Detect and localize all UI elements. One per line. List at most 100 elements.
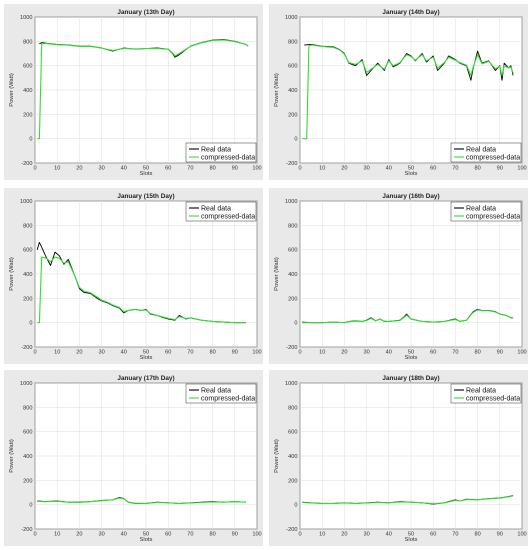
x-tick-label: 60: [430, 350, 436, 356]
x-tick-label: 0: [33, 166, 36, 172]
chart-title: January (16th Day): [382, 193, 439, 200]
legend-label: compressed-data: [201, 154, 255, 161]
y-axis-label: Power (Watt): [9, 73, 15, 107]
x-tick-label: 40: [386, 532, 392, 538]
y-tick-label: 1000: [20, 381, 32, 387]
x-tick-label: 0: [33, 532, 36, 538]
y-tick-label: 800: [23, 405, 32, 411]
x-tick-label: 100: [252, 350, 261, 356]
x-tick-label: 40: [386, 166, 392, 172]
legend-label: compressed-data: [201, 395, 255, 402]
legend-label: Real data: [466, 387, 496, 394]
chart-1: 0 10 20 30 40 50 60 70 80 90 100-20002004006008001…: [9, 9, 262, 177]
chart-4: 0 10 20 30 40 50 60 70 80 90 100-20002004006008001…: [274, 193, 527, 361]
x-tick-label: 0: [33, 350, 36, 356]
y-tick-label: 1000: [285, 199, 297, 205]
y-tick-label: -200: [286, 345, 297, 351]
x-tick-label: 100: [252, 532, 261, 538]
x-tick-label: 40: [121, 350, 127, 356]
x-tick-label: 70: [187, 532, 193, 538]
x-tick-label: 40: [121, 532, 127, 538]
x-tick-label: 80: [209, 166, 215, 172]
x-tick-label: 90: [497, 532, 503, 538]
x-tick-label: 90: [497, 166, 503, 172]
x-tick-label: 30: [363, 532, 369, 538]
y-tick-label: 1000: [285, 15, 297, 21]
x-tick-label: 50: [408, 166, 414, 172]
x-tick-label: 10: [54, 350, 60, 356]
x-axis-label: Slots: [140, 355, 153, 361]
x-tick-label: 90: [232, 532, 238, 538]
chart-title: January (17th Day): [117, 375, 174, 382]
chart-title: January (14th Day): [382, 9, 439, 16]
legend-box: [185, 142, 257, 163]
y-axis-label: Power (Watt): [274, 73, 280, 107]
y-tick-label: -200: [286, 161, 297, 167]
y-tick-label: 800: [288, 405, 297, 411]
x-tick-label: 20: [76, 350, 82, 356]
x-tick-label: 70: [187, 350, 193, 356]
y-tick-label: 400: [23, 88, 32, 94]
chart-2: 0 10 20 30 40 50 60 70 80 90 100-20002004006008001…: [274, 9, 527, 177]
x-tick-label: 60: [165, 166, 171, 172]
x-tick-label: 10: [54, 532, 60, 538]
legend-box: [450, 383, 522, 404]
legend-label: compressed-data: [466, 213, 520, 220]
x-tick-label: 0: [298, 350, 301, 356]
legend-box: [185, 383, 257, 404]
x-tick-label: 70: [452, 532, 458, 538]
x-tick-label: 60: [165, 532, 171, 538]
legend-label: Real data: [201, 205, 231, 212]
y-tick-label: -200: [21, 161, 32, 167]
chart-title: January (18th Day): [382, 375, 439, 382]
series-line-compressed-data: [37, 497, 246, 504]
y-tick-label: 0: [29, 137, 32, 143]
y-axis-label: Power (Watt): [9, 257, 15, 291]
y-tick-label: 0: [294, 503, 297, 509]
x-tick-label: 20: [341, 350, 347, 356]
x-tick-label: 90: [232, 166, 238, 172]
y-tick-label: 200: [288, 296, 297, 302]
legend-label: compressed-data: [201, 213, 255, 220]
y-axis-label: Power (Watt): [274, 257, 280, 291]
x-tick-label: 90: [232, 350, 238, 356]
y-axis-label: Power (Watt): [9, 439, 15, 473]
y-tick-label: 800: [23, 39, 32, 45]
y-tick-label: 600: [23, 64, 32, 70]
y-tick-label: 400: [288, 88, 297, 94]
y-tick-label: 1000: [285, 381, 297, 387]
x-tick-label: 40: [121, 166, 127, 172]
x-tick-label: 50: [143, 350, 149, 356]
y-tick-label: 600: [23, 430, 32, 436]
x-tick-label: 70: [187, 166, 193, 172]
x-tick-label: 70: [452, 350, 458, 356]
x-tick-label: 100: [517, 350, 526, 356]
x-tick-label: 0: [298, 166, 301, 172]
y-tick-label: 400: [23, 272, 32, 278]
legend-label: Real data: [466, 146, 496, 153]
x-tick-label: 20: [76, 532, 82, 538]
chart-title: January (13th Day): [117, 9, 174, 16]
y-tick-label: 800: [288, 39, 297, 45]
series-line-compressed-data: [37, 39, 249, 140]
x-tick-label: 20: [76, 166, 82, 172]
x-tick-label: 100: [517, 166, 526, 172]
y-tick-label: 0: [29, 503, 32, 509]
y-axis-label: Power (Watt): [274, 439, 280, 473]
series-line-compressed-data: [37, 256, 246, 324]
series-line-compressed-data: [302, 495, 514, 505]
y-tick-label: -200: [286, 527, 297, 533]
x-tick-label: 30: [98, 532, 104, 538]
x-tick-label: 10: [319, 532, 325, 538]
x-tick-label: 100: [517, 532, 526, 538]
y-tick-label: 400: [23, 454, 32, 460]
series-line-compressed-data: [302, 44, 514, 140]
y-tick-label: 200: [23, 296, 32, 302]
legend-label: compressed-data: [466, 154, 520, 161]
x-axis-label: Slots: [140, 537, 153, 543]
